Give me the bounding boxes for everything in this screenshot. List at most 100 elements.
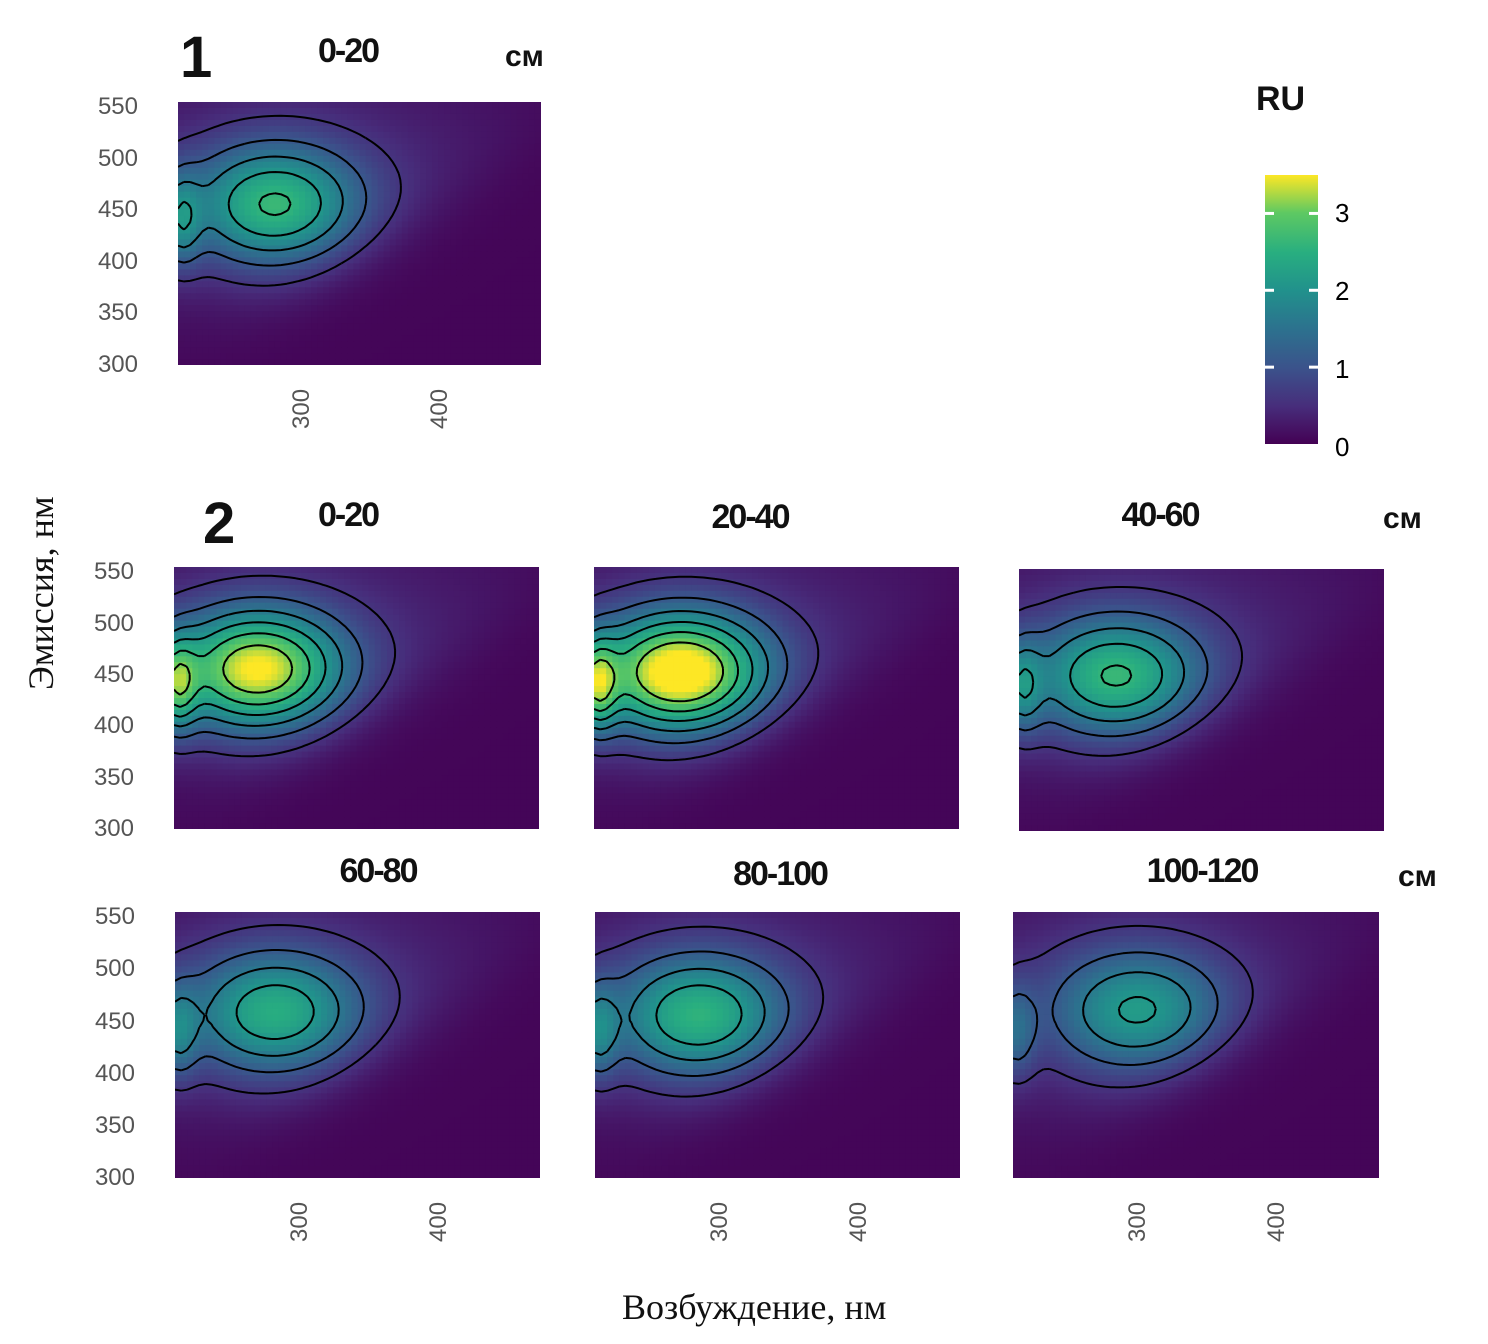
heatmap-cell <box>510 263 518 270</box>
heatmap-cell <box>380 668 388 675</box>
heatmap-cell <box>305 125 312 133</box>
heatmap-cell <box>534 233 541 241</box>
heatmap-cell <box>417 578 425 586</box>
heatmap-cell <box>429 733 437 741</box>
heatmap-cell <box>368 692 376 699</box>
heatmap-cell <box>386 686 394 693</box>
heatmap-cell <box>393 674 400 681</box>
heatmap-cell <box>180 769 187 776</box>
heatmap-cell <box>423 602 431 610</box>
heatmap-cell <box>456 353 463 360</box>
heatmap-cell <box>332 632 339 640</box>
heatmap-cell <box>184 215 191 223</box>
heatmap-cell <box>526 721 534 729</box>
heatmap-cell <box>274 293 282 300</box>
heatmap-cell <box>292 215 300 223</box>
heatmap-cell <box>250 197 258 205</box>
heatmap-cell <box>186 578 193 586</box>
heatmap-cell <box>198 632 206 640</box>
heatmap-cell <box>268 173 276 181</box>
heatmap-cell <box>289 721 297 729</box>
heatmap-cell <box>347 215 355 223</box>
heatmap-cell <box>432 257 439 264</box>
heatmap-cell <box>359 281 367 288</box>
heatmap-cell <box>405 751 412 759</box>
heatmap-cell <box>423 572 431 580</box>
heatmap-cell <box>453 596 461 604</box>
heatmap-cell <box>359 215 367 223</box>
heatmap-cell <box>190 203 197 211</box>
heatmap-cell <box>353 179 361 187</box>
heatmap-cell <box>413 185 421 193</box>
heatmap-cell <box>289 775 297 782</box>
heatmap-cell <box>196 149 203 157</box>
heatmap-cell <box>216 739 224 747</box>
heatmap-cell <box>478 608 485 616</box>
heatmap-cell <box>472 775 479 782</box>
heatmap-cell <box>338 692 345 699</box>
heatmap-cell <box>335 167 342 175</box>
heatmap-cell <box>220 293 227 300</box>
heatmap-cell <box>526 662 534 669</box>
heatmap-cell <box>480 161 488 169</box>
heatmap-cell <box>526 733 534 741</box>
heatmap-cell <box>450 131 457 139</box>
heatmap-cell <box>323 269 330 276</box>
heatmap-cell <box>447 727 455 735</box>
heatmap-cell <box>268 347 276 354</box>
heatmap-cell <box>498 335 506 342</box>
heatmap-cell <box>317 209 324 217</box>
heatmap-cell <box>326 626 333 634</box>
heatmap-cell <box>323 257 330 264</box>
heatmap-cell <box>338 567 345 574</box>
heatmap-cell <box>380 578 388 586</box>
heatmap-cell <box>262 359 270 365</box>
heatmap-cell <box>474 227 482 235</box>
heatmap-cell <box>299 239 306 247</box>
heatmap-cell <box>534 215 541 223</box>
heatmap-cell <box>514 596 522 604</box>
heatmap-cell <box>417 745 425 753</box>
heatmap-cell <box>411 787 418 794</box>
heatmap-cell <box>244 269 252 276</box>
heatmap-cell <box>295 787 303 794</box>
heatmap-cell <box>474 329 482 336</box>
heatmap-cell <box>274 102 282 109</box>
heatmap-cell <box>490 590 498 598</box>
heatmap-cell <box>522 353 530 360</box>
heatmap-cell <box>365 359 373 365</box>
heatmap-cell <box>429 686 437 693</box>
heatmap-cell <box>353 359 361 365</box>
heatmap-cell <box>184 155 191 163</box>
heatmap-cell <box>490 763 498 771</box>
heatmap-cell <box>307 787 315 794</box>
heatmap-cell <box>250 149 258 157</box>
heatmap-cell <box>426 137 433 145</box>
heatmap-cell <box>180 715 187 723</box>
heatmap-cell <box>268 113 276 121</box>
heatmap-cell <box>496 662 504 669</box>
heatmap-cell <box>532 686 539 693</box>
heatmap-cell <box>295 709 303 717</box>
heatmap-cell <box>478 680 485 687</box>
heatmap-cell <box>411 567 418 574</box>
heatmap-cell <box>238 137 246 145</box>
heatmap-cell <box>468 227 476 235</box>
heatmap-cell <box>389 119 397 127</box>
heatmap-cell <box>208 245 215 253</box>
heatmap-cell <box>407 299 415 306</box>
heatmap-cell <box>332 567 339 574</box>
heatmap-cell <box>420 203 427 211</box>
heatmap-cell <box>301 656 309 663</box>
heatmap-cell <box>329 155 336 163</box>
y-tick-label: 500 <box>97 144 138 172</box>
heatmap-cell <box>329 161 336 169</box>
heatmap-cell <box>196 263 203 270</box>
heatmap-cell <box>228 703 236 711</box>
heatmap-cell <box>301 626 309 634</box>
heatmap-cell <box>262 347 270 354</box>
heatmap-cell <box>253 584 260 592</box>
heatmap-cell <box>271 680 279 687</box>
heatmap-cell <box>216 632 224 640</box>
heatmap-cell <box>292 257 300 264</box>
